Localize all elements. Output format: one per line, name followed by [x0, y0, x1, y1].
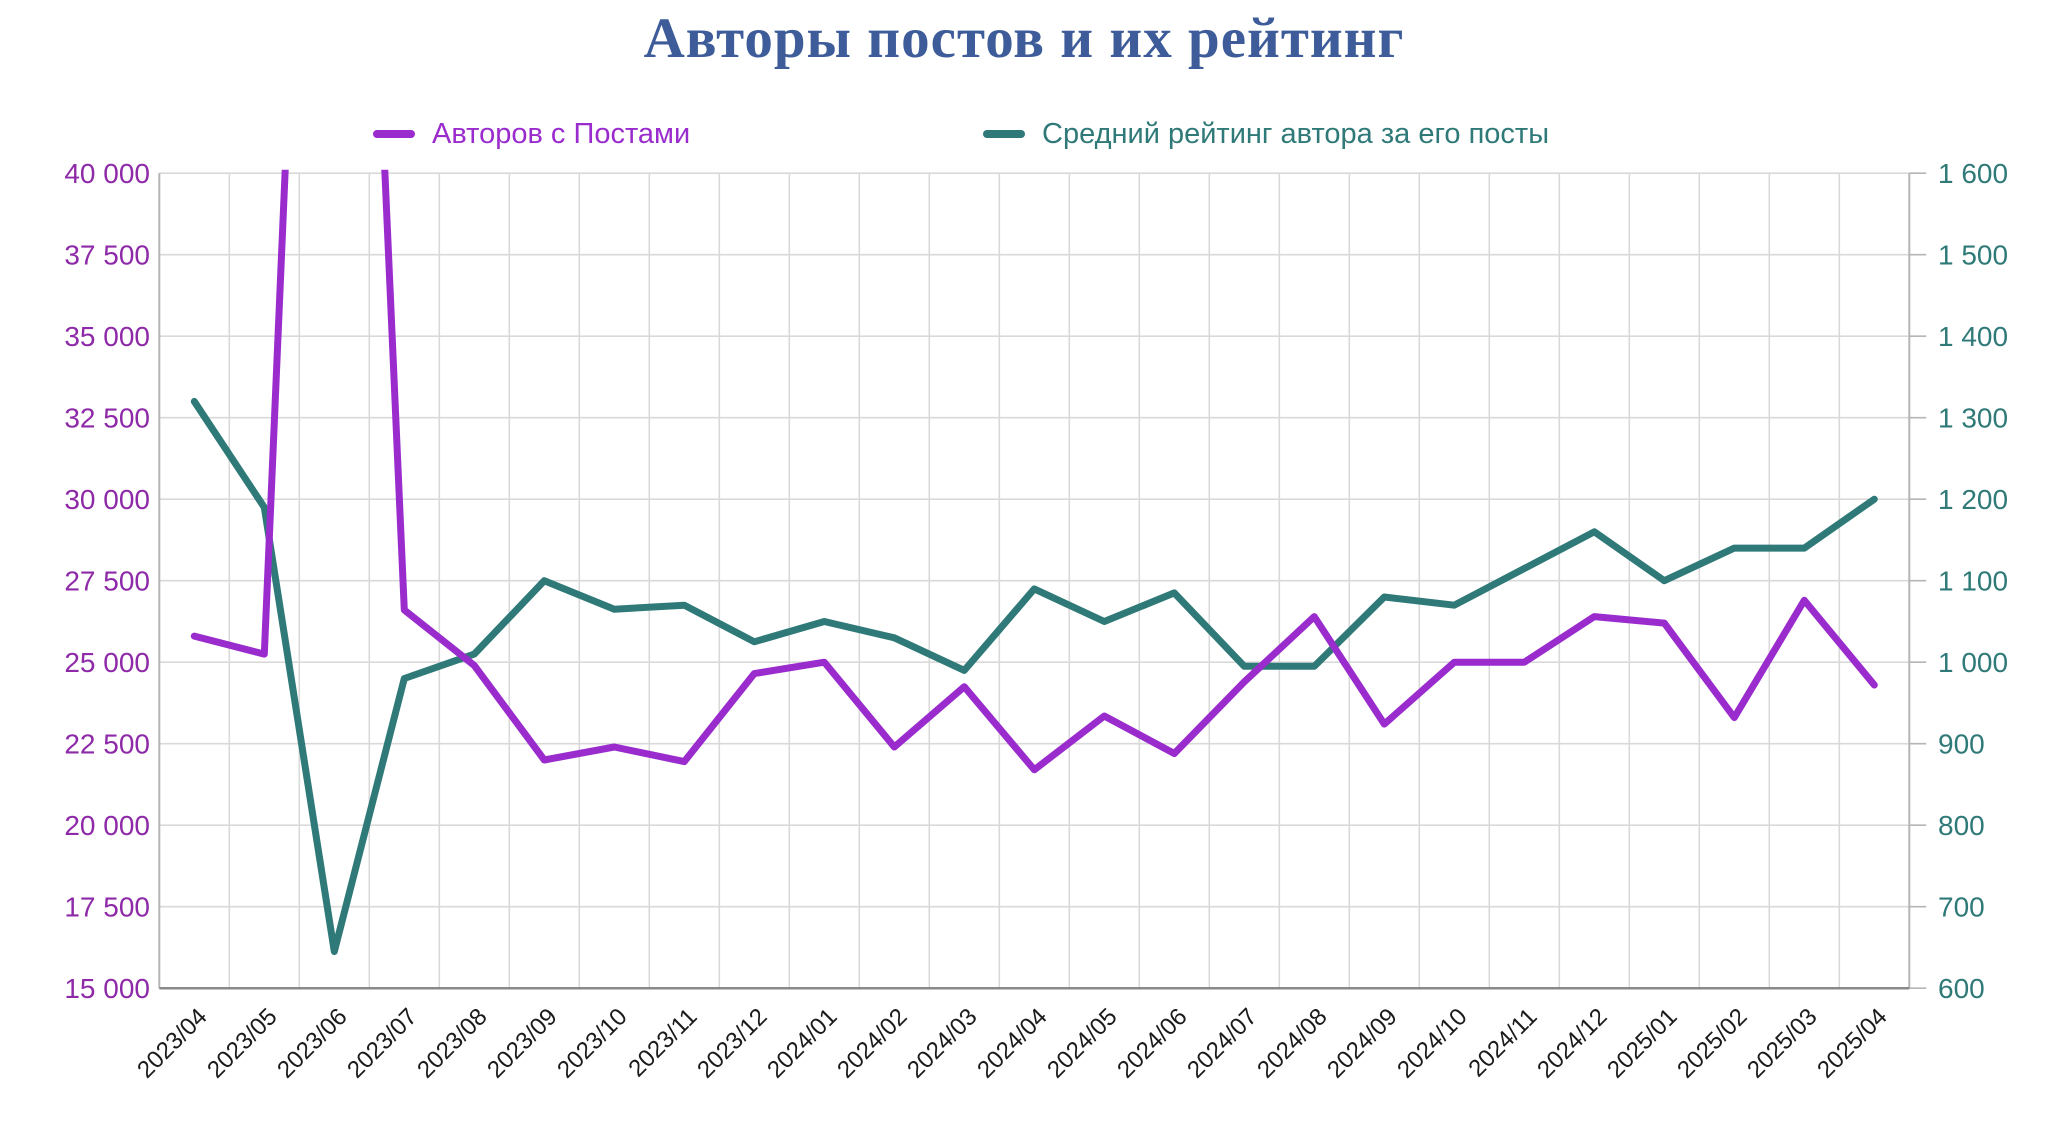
right-axis-tick-label: 600 — [1938, 973, 1985, 1004]
x-axis-tick-label: 2025/03 — [1742, 1003, 1822, 1083]
x-axis-tick-label: 2025/01 — [1602, 1003, 1682, 1083]
series-rating-line — [190, 397, 1878, 955]
authors-line-swatch-icon — [373, 130, 415, 138]
right-axis-tick-label: 1 400 — [1938, 321, 2008, 352]
left-axis-tick-label: 22 500 — [64, 729, 150, 760]
x-axis-tick-label: 2023/07 — [342, 1003, 422, 1083]
series-authors-line — [190, 169, 1878, 774]
x-axis-tick-label: 2023/08 — [412, 1003, 492, 1083]
left-axis-tick-label: 37 500 — [64, 240, 150, 271]
legend-label-rating: Средний рейтинг автора за его посты — [1042, 117, 1550, 150]
x-axis-tick-label: 2024/05 — [1042, 1003, 1122, 1083]
x-axis-tick-label: 2023/11 — [623, 1003, 702, 1082]
legend-item-authors[interactable]: Авторов с Постами — [373, 114, 690, 154]
left-axis-tick-label: 30 000 — [64, 484, 150, 515]
legend-label-authors: Авторов с Постами — [432, 117, 691, 150]
legend: Авторов с Постами Средний рейтинг автора… — [0, 114, 2048, 154]
right-axis-tick-label: 900 — [1938, 729, 1985, 760]
x-axis-tick-label: 2024/02 — [832, 1003, 912, 1083]
x-axis-tick-label: 2023/06 — [272, 1003, 352, 1083]
right-axis-tick-label: 1 000 — [1938, 647, 2008, 678]
x-axis-tick-label: 2023/10 — [552, 1003, 632, 1083]
rating-line-swatch-icon — [983, 130, 1025, 138]
x-axis-tick-label: 2024/11 — [1463, 1003, 1542, 1082]
x-axis-tick-label: 2024/12 — [1532, 1003, 1612, 1083]
x-axis-tick-label: 2024/04 — [972, 1003, 1052, 1083]
left-axis-tick-label: 27 500 — [64, 566, 150, 597]
x-axis-tick-label: 2024/09 — [1322, 1003, 1402, 1083]
right-axis-tick-label: 800 — [1938, 810, 1985, 841]
left-axis-tick-label: 20 000 — [64, 810, 150, 841]
left-axis-tick-label: 17 500 — [64, 892, 150, 923]
right-axis-tick-label: 1 600 — [1938, 158, 2008, 189]
right-axis-tick-label: 700 — [1938, 892, 1985, 923]
x-axis-tick-label: 2023/04 — [132, 1003, 212, 1083]
x-axis-labels: 2023/042023/052023/062023/072023/082023/… — [132, 1003, 1892, 1083]
x-axis-tick-label: 2023/12 — [692, 1003, 772, 1083]
left-axis-tick-label: 15 000 — [64, 973, 150, 1004]
left-axis-tick-label: 35 000 — [64, 321, 150, 352]
right-axis-tick-label: 1 500 — [1938, 240, 2008, 271]
x-axis-tick-label: 2025/02 — [1672, 1003, 1752, 1083]
x-axis-tick-label: 2024/06 — [1112, 1003, 1192, 1083]
left-axis-tick-label: 32 500 — [64, 403, 150, 434]
page-title: Авторы постов и их рейтинг — [643, 7, 1405, 70]
x-axis-tick-label: 2024/10 — [1392, 1003, 1472, 1083]
x-axis-tick-label: 2024/03 — [902, 1003, 982, 1083]
left-axis-labels: 40 000 37 500 35 000 32 500 30 000 27 500 25 0… — [64, 158, 150, 1004]
left-axis-tick-label: 40 000 — [64, 158, 150, 189]
right-axis-tick-label: 1 200 — [1938, 484, 2008, 515]
left-axis-tick-label: 25 000 — [64, 647, 150, 678]
x-axis-tick-label: 2024/08 — [1252, 1003, 1332, 1083]
x-axis-tick-label: 2025/04 — [1812, 1003, 1892, 1083]
x-axis-tick-label: 2024/07 — [1182, 1003, 1262, 1083]
right-axis-tick-label: 1 100 — [1938, 566, 2008, 597]
right-axis-labels: 1 600 1 500 1 400 1 300 1 200 1 100 1 000 900 80… — [1938, 158, 2008, 1004]
x-axis-tick-label: 2023/09 — [482, 1003, 562, 1083]
x-axis-tick-label: 2023/05 — [202, 1003, 282, 1083]
right-axis-tick-label: 1 300 — [1938, 403, 2008, 434]
horizontal-gridlines — [159, 172, 1927, 990]
legend-item-rating[interactable]: Средний рейтинг автора за его посты — [983, 114, 1549, 154]
x-axis-tick-label: 2024/01 — [762, 1003, 842, 1083]
